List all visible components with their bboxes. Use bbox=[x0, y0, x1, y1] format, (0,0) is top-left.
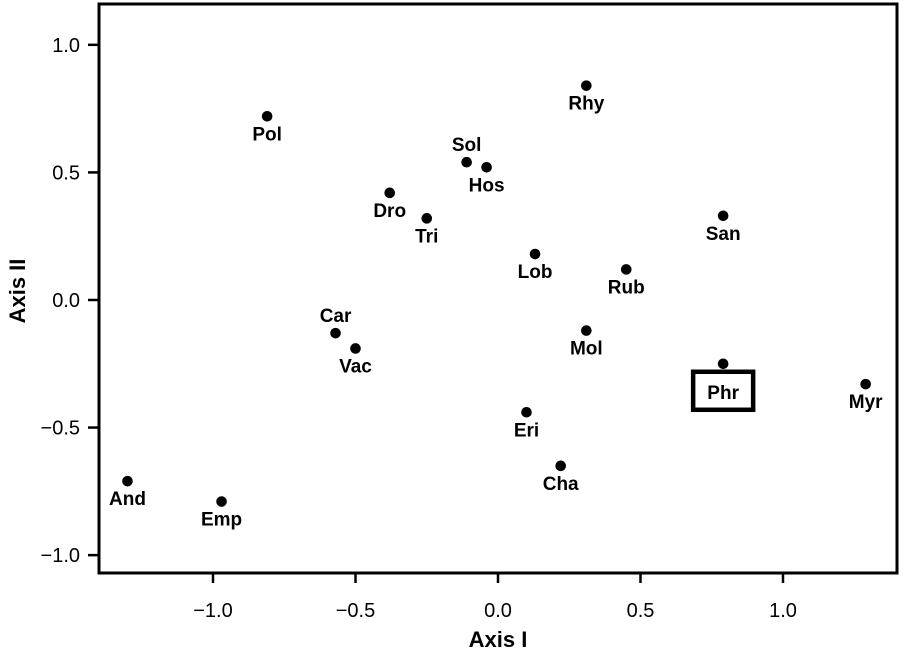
y-axis-tick-label: 0.0 bbox=[52, 290, 80, 312]
point-label-myr: Myr bbox=[849, 392, 883, 413]
point-label-and: And bbox=[109, 489, 146, 510]
y-axis-tick-label: −1.0 bbox=[41, 545, 80, 567]
point-marker-emp bbox=[216, 496, 227, 507]
point-label-cha: Cha bbox=[543, 474, 579, 495]
x-axis-tick-label: −0.5 bbox=[336, 600, 375, 622]
y-axis-tick-label: 1.0 bbox=[52, 35, 80, 57]
point-marker-and bbox=[122, 475, 133, 487]
point-label-mol: Mol bbox=[570, 339, 603, 360]
plot-border bbox=[97, 2, 899, 575]
highlight-box-phr bbox=[690, 369, 756, 413]
point-label-vac: Vac bbox=[339, 356, 372, 377]
point-marker-cha bbox=[555, 460, 566, 472]
x-axis-title: Axis I bbox=[469, 627, 528, 652]
point-marker-eri bbox=[521, 406, 532, 418]
point-label-rhy: Rhy bbox=[568, 94, 604, 115]
point-marker-tri bbox=[421, 213, 433, 224]
point-marker-lob bbox=[529, 248, 541, 260]
y-axis-title: Axis II bbox=[5, 259, 30, 324]
point-label-pol: Pol bbox=[252, 124, 282, 145]
point-label-hos: Hos bbox=[469, 175, 505, 196]
point-marker-hos bbox=[481, 162, 492, 173]
x-axis-tick-label: 0.5 bbox=[627, 600, 655, 622]
x-axis-tick-label: −1.0 bbox=[193, 600, 232, 622]
point-label-emp: Emp bbox=[201, 510, 242, 531]
point-marker-myr bbox=[860, 378, 871, 390]
point-marker-rhy bbox=[581, 80, 592, 91]
y-axis-tick-label: 0.5 bbox=[52, 162, 80, 184]
point-marker-pol bbox=[261, 110, 273, 122]
point-label-lob: Lob bbox=[518, 262, 553, 283]
x-axis-tick-label: 0.0 bbox=[484, 600, 512, 622]
point-marker-dro bbox=[384, 187, 396, 199]
point-label-sol: Sol bbox=[452, 135, 482, 156]
point-marker-car bbox=[330, 327, 341, 339]
point-label-tri: Tri bbox=[415, 226, 438, 247]
point-marker-mol bbox=[581, 325, 592, 336]
point-label-rub: Rub bbox=[608, 277, 645, 298]
point-label-phr: Phr bbox=[707, 383, 739, 404]
point-marker-sol bbox=[461, 156, 472, 168]
point-marker-phr bbox=[717, 358, 729, 370]
point-marker-rub bbox=[620, 264, 632, 275]
point-label-car: Car bbox=[320, 306, 352, 327]
point-marker-san bbox=[717, 210, 729, 222]
point-marker-vac bbox=[350, 343, 361, 354]
point-label-dro: Dro bbox=[373, 201, 406, 222]
y-axis-tick-label: −0.5 bbox=[41, 418, 80, 440]
point-label-eri: Eri bbox=[514, 420, 539, 441]
point-label-san: San bbox=[706, 224, 741, 245]
x-axis-tick-label: 1.0 bbox=[769, 600, 797, 622]
